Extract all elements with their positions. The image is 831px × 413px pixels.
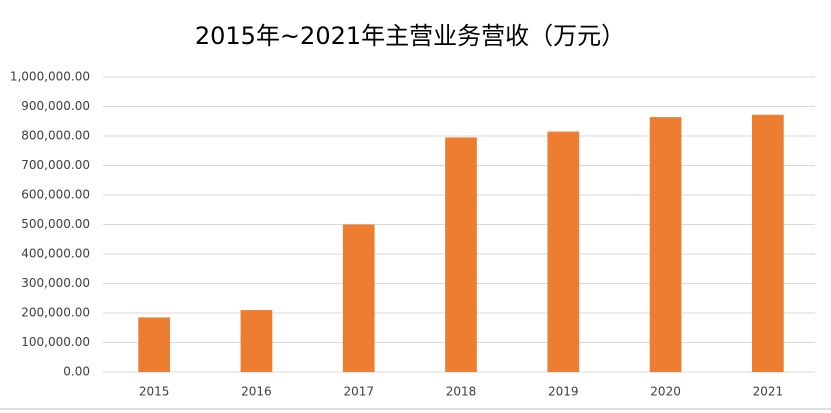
y-tick-label: 900,000.00: [21, 99, 90, 113]
bar: [547, 131, 580, 372]
y-tick-label: 600,000.00: [21, 188, 90, 202]
y-tick-label: 1,000,000.00: [10, 70, 90, 84]
y-tick-label: 800,000.00: [21, 129, 90, 143]
y-tick-label: 0.00: [63, 365, 90, 379]
bar: [649, 117, 682, 373]
x-tick-label: 2021: [753, 385, 784, 399]
x-tick-label: 2020: [650, 385, 681, 399]
y-tick-label: 200,000.00: [21, 306, 90, 320]
x-tick-label: 2017: [343, 385, 374, 399]
y-tick-label: 500,000.00: [21, 217, 90, 231]
x-tick-label: 2016: [241, 385, 272, 399]
bar: [138, 317, 170, 372]
x-tick-label: 2015: [139, 385, 170, 399]
bar: [240, 310, 273, 372]
x-tick-label: 2019: [548, 385, 579, 399]
x-tick-label: 2018: [446, 385, 477, 399]
y-tick-label: 700,000.00: [21, 158, 90, 172]
bar: [342, 224, 375, 372]
y-tick-label: 300,000.00: [21, 276, 90, 290]
chart-title: 2015年~2021年主营业务营收（万元）: [195, 22, 625, 50]
bar: [752, 114, 784, 372]
y-tick-label: 100,000.00: [21, 335, 90, 349]
bar: [445, 137, 477, 372]
y-tick-label: 400,000.00: [21, 247, 90, 261]
